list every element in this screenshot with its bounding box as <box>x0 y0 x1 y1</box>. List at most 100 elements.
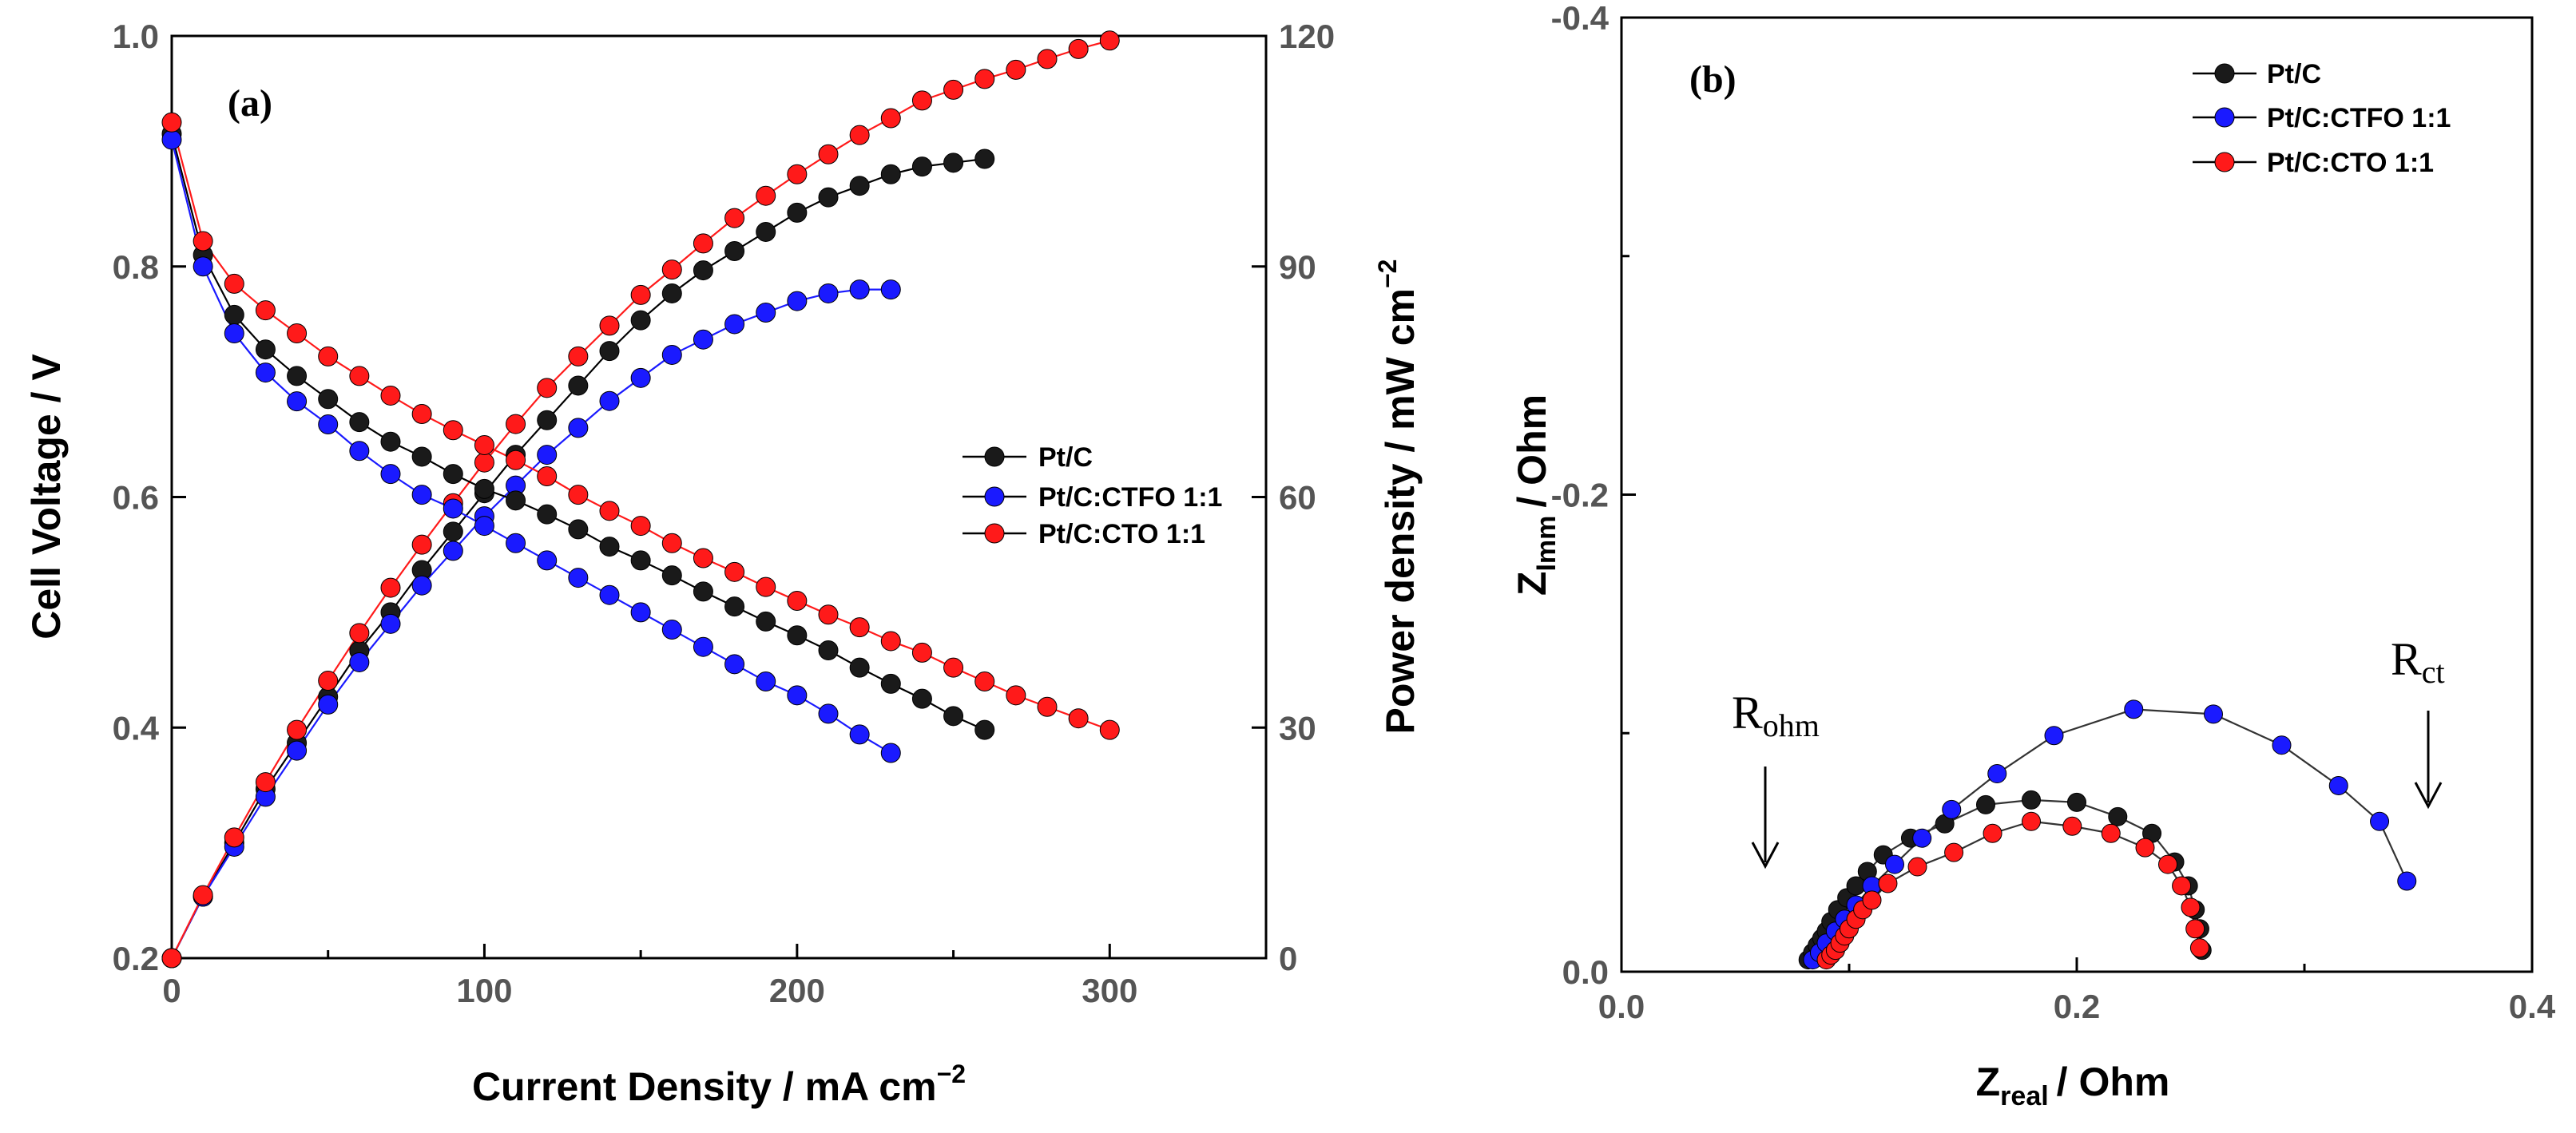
panel-a-power-point-pt-c <box>849 176 870 196</box>
panel-a-voltage-point-pt-c <box>974 719 995 740</box>
panel-a-voltage-point-pt-c-cto-1-1 <box>724 561 745 582</box>
panel-a-power-point-pt-c-cto-1-1 <box>943 79 964 100</box>
panel-a-series-points <box>161 30 1120 969</box>
panel-a-power-point-pt-c-ctfo-1-1 <box>537 445 558 465</box>
panel-a-voltage-point-pt-c-ctfo-1-1 <box>599 584 620 605</box>
panel-b-point-pt-c-cto-1-1 <box>1944 842 1964 862</box>
panel-b-point-pt-c-cto-1-1 <box>2172 876 2192 896</box>
panel-a-right-y-tick-label: 120 <box>1279 18 1335 55</box>
panel-b-point-pt-c-cto-1-1 <box>2101 823 2121 843</box>
panel-a-voltage-line-pt-c-cto-1-1 <box>170 122 1110 731</box>
panel-a-voltage-point-pt-c-ctfo-1-1 <box>255 362 276 383</box>
panel-a-label: (a) <box>228 82 272 125</box>
svg-text:Pt/C: Pt/C <box>2267 59 2321 89</box>
panel-a-power-point-pt-c <box>880 164 901 184</box>
panel-b-y-tick-label: -0.4 <box>1551 0 1610 37</box>
panel-b-legend: Pt/C Pt/C:CTFO 1:1 Pt/C:CTO 1:1 <box>2193 59 2451 178</box>
panel-a-power-point-pt-c-cto-1-1 <box>349 623 370 644</box>
panel-b-point-pt-c-cto-1-1 <box>1907 857 1927 877</box>
panel-b-point-pt-c-cto-1-1 <box>2062 816 2082 836</box>
panel-a-voltage-point-pt-c-cto-1-1 <box>411 404 432 425</box>
panel-b-x-axis-label: Zreal / Ohm <box>1976 1060 2170 1111</box>
panel-a-voltage-point-pt-c <box>630 550 651 571</box>
panel-a-power-point-pt-c-cto-1-1 <box>287 719 308 740</box>
panel-a-voltage-point-pt-c-cto-1-1 <box>474 435 494 456</box>
panel-a-legend-entry-pt-c: Pt/C <box>963 442 1093 473</box>
panel-a-power-point-pt-c-cto-1-1 <box>537 378 558 398</box>
legend-marker-pt-c <box>2214 63 2235 84</box>
panel-a-power-point-pt-c-cto-1-1 <box>818 144 839 164</box>
panel-a-voltage-point-pt-c-cto-1-1 <box>756 576 776 597</box>
panel-a-voltage-point-pt-c-ctfo-1-1 <box>443 498 463 519</box>
panel-a-voltage-point-pt-c-cto-1-1 <box>661 533 682 553</box>
panel-a-left-y-ticks: 0.2 0.4 0.6 0.8 1.0 <box>113 18 186 977</box>
panel-b-point-pt-c <box>2022 790 2041 810</box>
panel-a-power-point-pt-c <box>787 202 808 223</box>
panel-a-voltage-point-pt-c-cto-1-1 <box>568 485 589 505</box>
svg-text:Pt/C:CTO 1:1: Pt/C:CTO 1:1 <box>2267 148 2434 178</box>
panel-b-point-pt-c-cto-1-1 <box>2181 897 2201 917</box>
panel-a-voltage-point-pt-c-ctfo-1-1 <box>193 256 213 277</box>
panel-a-voltage-point-pt-c-ctfo-1-1 <box>849 724 870 745</box>
panel-a-voltage-point-pt-c-ctfo-1-1 <box>661 620 682 640</box>
legend-marker-cto <box>984 523 1005 544</box>
panel-b-point-pt-c-ctfo-1-1 <box>1942 799 1962 819</box>
legend-marker-pt-c <box>984 446 1005 467</box>
panel-a-power-point-pt-c <box>693 260 713 281</box>
panel-a-voltage-point-pt-c <box>380 431 401 452</box>
panel-a-power-point-pt-c-cto-1-1 <box>1099 30 1120 51</box>
panel-a-power-point-pt-c <box>443 521 463 542</box>
panel-a-power-point-pt-c-cto-1-1 <box>693 233 713 254</box>
panel-a-voltage-point-pt-c-cto-1-1 <box>380 385 401 406</box>
panel-a-voltage-point-pt-c <box>411 446 432 467</box>
panel-a-voltage-point-pt-c-cto-1-1 <box>287 323 308 343</box>
panel-a-voltage-point-pt-c <box>224 304 244 325</box>
panel-b-point-pt-c-cto-1-1 <box>1878 874 1898 893</box>
panel-a-right-y-axis-label: Power density / mW cm−2 <box>1373 259 1423 735</box>
panel-a-voltage-point-pt-c <box>599 537 620 557</box>
panel-b-legend-entry-cto: Pt/C:CTO 1:1 <box>2193 148 2434 178</box>
panel-a-voltage-point-pt-c-ctfo-1-1 <box>787 685 808 706</box>
panel-b-point-pt-c-cto-1-1 <box>2185 919 2205 939</box>
panel-a-x-tick-label: 100 <box>456 972 512 1009</box>
panel-a-power-point-pt-c-cto-1-1 <box>787 164 808 184</box>
panel-a-x-tick-label: 200 <box>769 972 825 1009</box>
panel-a-power-point-pt-c-cto-1-1 <box>255 772 276 793</box>
panel-b-label: (b) <box>1689 58 1737 101</box>
panel-a-left-y-tick-label: 0.2 <box>113 940 159 977</box>
panel-a-voltage-point-pt-c-cto-1-1 <box>1068 708 1089 729</box>
panel-b-series-points <box>1798 699 2417 970</box>
panel-a-voltage-point-pt-c <box>443 464 463 485</box>
panel-a-power-point-pt-c-cto-1-1 <box>506 414 526 434</box>
panel-a-right-y-tick-label: 90 <box>1279 248 1316 286</box>
panel-a-right-y-tick-label: 60 <box>1279 479 1316 517</box>
panel-a-voltage-point-pt-c <box>506 490 526 511</box>
panel-a-voltage-point-pt-c-ctfo-1-1 <box>474 516 494 537</box>
panel-a-voltage-point-pt-c-ctfo-1-1 <box>537 550 558 571</box>
panel-a-voltage-point-pt-c <box>661 565 682 586</box>
panel-b-x-tick-label: 0.2 <box>2054 988 2100 1025</box>
panel-a-voltage-point-pt-c-ctfo-1-1 <box>880 743 901 763</box>
panel-a-voltage-point-pt-c-cto-1-1 <box>318 346 339 366</box>
panel-a-voltage-point-pt-c-cto-1-1 <box>693 548 713 568</box>
panel-a-voltage-point-pt-c-cto-1-1 <box>1099 719 1120 740</box>
panel-a-legend: Pt/C Pt/C:CTFO 1:1 Pt/C:CTO 1:1 <box>963 442 1222 549</box>
panel-a-voltage-point-pt-c <box>568 519 589 540</box>
panel-a-power-point-pt-c-ctfo-1-1 <box>787 291 808 311</box>
panel-a-voltage-point-pt-c-ctfo-1-1 <box>630 602 651 623</box>
panel-a-power-line-pt-c-cto-1-1 <box>171 39 1110 959</box>
panel-b-y-axis-label: ZImm/ Ohm <box>1510 394 1562 596</box>
panel-a-power-point-pt-c-cto-1-1 <box>224 827 244 848</box>
svg-text:Rohm: Rohm <box>1732 687 1820 743</box>
panel-a-voltage-point-pt-c <box>255 339 276 360</box>
panel-a-left-y-tick-label: 0.6 <box>113 479 159 517</box>
panel-a-power-point-pt-c-ctfo-1-1 <box>443 541 463 561</box>
panel-a-voltage-point-pt-c <box>693 581 713 602</box>
panel-a-left-y-axis-label: Cell Voltage / V <box>24 354 69 640</box>
panel-a-voltage-point-pt-c-ctfo-1-1 <box>818 703 839 724</box>
panel-b-y-tick-label: 0.0 <box>1562 953 1609 991</box>
panel-a-power-point-pt-c-cto-1-1 <box>880 108 901 129</box>
panel-b-x-ticks: 0.0 0.2 0.4 <box>1598 957 2556 1025</box>
panel-a-legend-entry-ctfo: Pt/C:CTFO 1:1 <box>963 482 1222 513</box>
